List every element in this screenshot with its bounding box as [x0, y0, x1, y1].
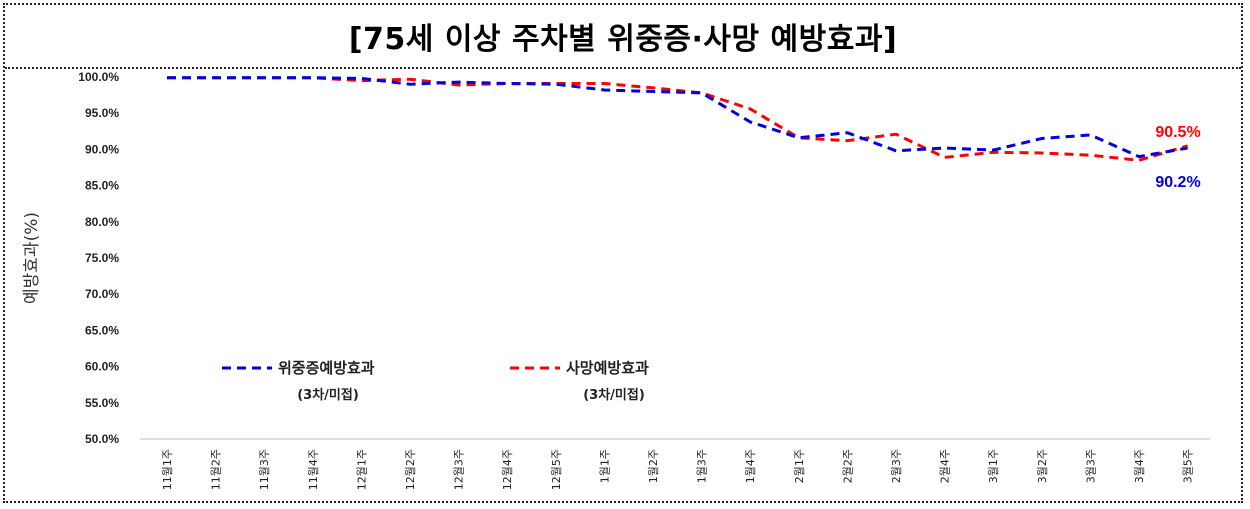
y-tick-label: 55.0%: [85, 396, 119, 410]
y-tick-label: 100.0%: [78, 70, 119, 84]
y-tick-labels: 100.0% 95.0% 90.0% 85.0% 80.0% 75.0% 70.0% 65.0…: [78, 70, 119, 446]
x-tick-label: 3월4주: [1133, 449, 1146, 483]
y-tick-label: 85.0%: [85, 179, 119, 193]
x-tick-label: 2월4주: [939, 449, 952, 483]
x-tick-label: 2월2주: [841, 449, 854, 483]
x-tick-label: 2월3주: [890, 449, 903, 483]
end-value-label: 90.5%: [1155, 124, 1200, 141]
y-tick-label: 65.0%: [85, 323, 119, 337]
x-tick-label: 11월4주: [307, 449, 320, 490]
x-tick-label: 12월5주: [550, 449, 563, 490]
series-line-0: [167, 76, 1188, 159]
x-tick-label: 12월1주: [355, 449, 368, 490]
x-tick-label: 3월2주: [1036, 449, 1049, 483]
end-value-label: 90.2%: [1155, 174, 1200, 191]
x-tick-labels: 11월1주 11월2주 11월3주 11월4주 12월1주 12월2주 12월3주 12월4주…: [161, 449, 1195, 490]
chart-title: [75세 이상 주차별 위중증·사망 예방효과]: [348, 22, 898, 57]
legend: 위중증예방효과 (3차/미접) 사망예방효과 (3차/미접): [222, 359, 649, 403]
x-tick-label: 3월1주: [987, 449, 1000, 483]
series-line-1: [167, 76, 1189, 162]
y-tick-label: 75.0%: [85, 251, 119, 265]
x-tick-label: 11월3주: [258, 449, 271, 490]
y-tick-label: 60.0%: [85, 360, 119, 374]
chart-frame: [75세 이상 주차별 위중증·사망 예방효과]: [3, 3, 1243, 503]
x-tick-label: 1월4주: [744, 449, 757, 483]
y-tick-label: 70.0%: [85, 287, 119, 301]
x-tick-label: 1월1주: [598, 449, 611, 483]
x-tick-label: 12월3주: [453, 449, 466, 490]
series-lines: [167, 76, 1189, 162]
x-tick-label: 12월4주: [501, 449, 514, 490]
x-tick-label: 2월1주: [793, 449, 806, 483]
x-tick-label: 1월3주: [696, 449, 709, 483]
title-box: [75세 이상 주차별 위중증·사망 예방효과]: [5, 5, 1241, 69]
legend-label: 사망예방효과: [566, 359, 649, 377]
annotations: 90.5% 90.2%: [1155, 124, 1200, 191]
x-tick-label: 1월2주: [647, 449, 660, 483]
x-tick-label: 12월2주: [404, 449, 417, 490]
x-tick-label: 3월3주: [1084, 449, 1097, 483]
x-tick-label: 11월2주: [210, 449, 223, 490]
x-tick-label: 3월5주: [1182, 449, 1195, 483]
y-tick-label: 50.0%: [85, 432, 119, 446]
legend-label: 위중증예방효과: [278, 359, 375, 377]
y-tick-label: 90.0%: [85, 142, 119, 156]
x-tick-label: 11월1주: [161, 449, 174, 490]
y-tick-label: 95.0%: [85, 106, 119, 120]
y-axis-label: 예방효과(%): [22, 212, 42, 304]
y-axis-label-group: 예방효과(%): [22, 212, 42, 304]
legend-sublabel: (3차/미접): [583, 387, 645, 403]
y-tick-label: 80.0%: [85, 215, 119, 229]
legend-sublabel: (3차/미접): [297, 387, 359, 403]
